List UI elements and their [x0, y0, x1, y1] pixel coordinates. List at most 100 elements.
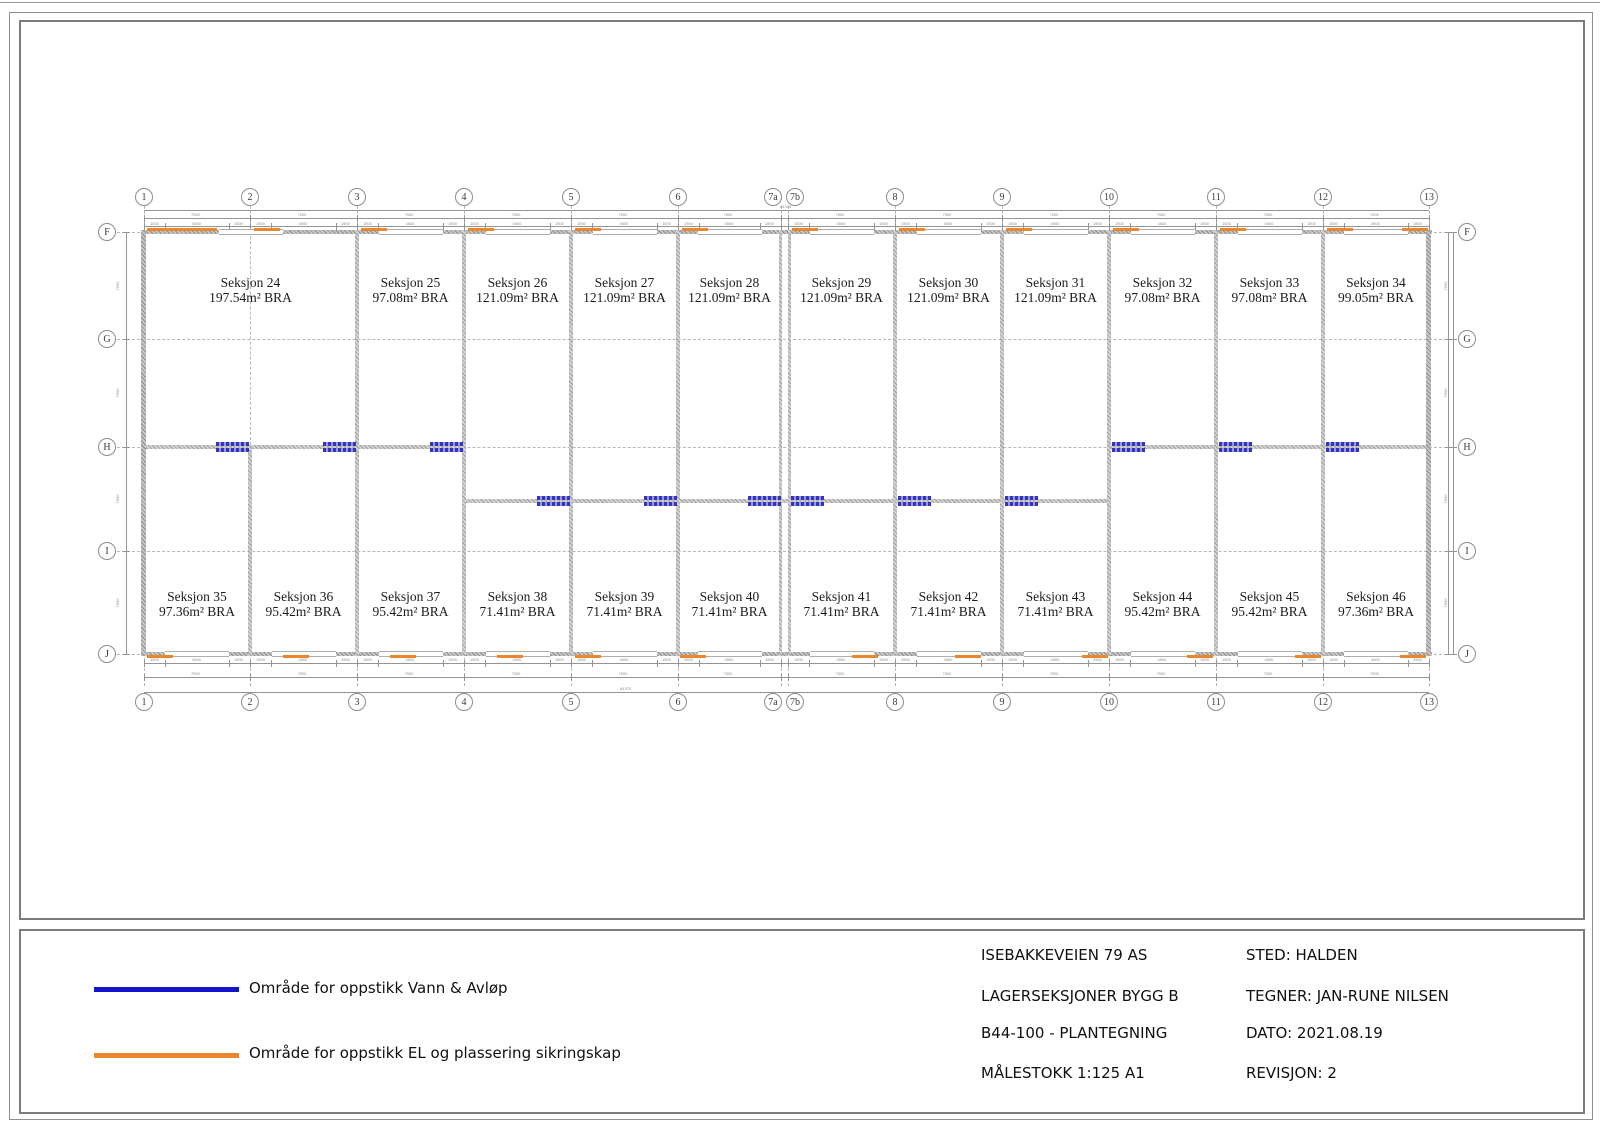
- marker-el: [147, 655, 173, 658]
- section-area: 121.09m² BRA: [688, 289, 771, 305]
- legend-label-vann-avlop: Område for oppstikk Vann & Avløp: [249, 979, 508, 997]
- dim-tick: [571, 223, 572, 230]
- dim-text: 1500: [794, 220, 803, 226]
- dim-tick: [123, 232, 130, 233]
- dim-text: 1500: [1222, 220, 1231, 226]
- dim-text: 1500: [1093, 220, 1102, 226]
- section-label: Seksjon 29 121.09m² BRA: [800, 275, 883, 305]
- dim-tick: [699, 660, 700, 667]
- dim-text: 7500: [511, 212, 521, 217]
- dim-tick: [1408, 660, 1409, 667]
- dim-text: 1500: [1093, 657, 1102, 662]
- grid-bubble-bottom-7a: 7a: [764, 693, 782, 711]
- dim-text: 1500: [901, 220, 910, 226]
- dim-tick: [357, 674, 358, 681]
- dim-text: 1500: [662, 657, 671, 662]
- marker-el: [390, 655, 416, 658]
- dim-tick: [916, 660, 917, 667]
- dim-text: 1500: [448, 657, 457, 662]
- dim-text: 1500: [684, 657, 693, 662]
- dim-text: 1500: [1222, 657, 1231, 662]
- dim-text: 7500: [1443, 388, 1448, 398]
- section-area: 121.09m² BRA: [1014, 289, 1097, 305]
- section-area: 97.08m² BRA: [1231, 289, 1308, 305]
- section-label: Seksjon 31 121.09m² BRA: [1014, 275, 1097, 305]
- dim-tick: [123, 339, 130, 340]
- marker-vann-avlop: [898, 502, 931, 506]
- dim-tick: [271, 223, 272, 230]
- dim-tick: [464, 215, 465, 222]
- dim-tick: [165, 223, 166, 230]
- project-name: LAGERSEKSJONER BYGG B: [981, 987, 1179, 1005]
- dim-text: 7500: [404, 212, 414, 217]
- facade-opening: [697, 229, 762, 235]
- marker-el: [468, 228, 494, 231]
- dim-text: 1500: [234, 657, 243, 662]
- dim-tick: [781, 674, 782, 681]
- wall-facade-north: [141, 230, 1432, 234]
- dim-left: [126, 232, 127, 654]
- grid-bubble-top-8: 8: [886, 188, 904, 206]
- dim-tick: [485, 660, 486, 667]
- dim-text: 7500: [1443, 494, 1448, 504]
- marker-vann-avlop: [1219, 442, 1252, 446]
- legend-line-el-sikringskap: [94, 1053, 239, 1058]
- wall-interior-10: [1107, 230, 1111, 656]
- wall-interior-9: [1000, 230, 1004, 656]
- revision: REVISJON: 2: [1246, 1064, 1337, 1082]
- dim-tick: [788, 223, 789, 230]
- marker-el: [254, 228, 280, 231]
- dim-tick: [781, 660, 782, 667]
- dim-tick: [1429, 674, 1430, 681]
- marker-vann-avlop: [1219, 448, 1252, 452]
- dim-text: 1500: [341, 220, 350, 226]
- section-name: Seksjon 36: [273, 589, 334, 604]
- dim-tick: [464, 223, 465, 230]
- dim-text: 4500: [619, 657, 629, 662]
- wall-interior-6: [676, 230, 680, 656]
- dim-text: 1500: [1200, 220, 1209, 226]
- dim-tick: [1109, 674, 1110, 681]
- facade-opening: [165, 651, 229, 657]
- grid-bubble-bottom-13: 13: [1420, 693, 1438, 711]
- dim-text: 1500: [555, 657, 564, 662]
- dim-tick: [1450, 339, 1457, 340]
- dim-text: 1500: [986, 220, 995, 226]
- marker-vann-avlop: [1112, 442, 1145, 446]
- dim-text: 4500: [512, 657, 522, 662]
- dim-text: 1500: [150, 220, 159, 226]
- dim-tick: [895, 223, 896, 230]
- marker-el: [852, 655, 878, 658]
- dim-tick: [1023, 660, 1024, 667]
- dim-tick: [250, 674, 251, 681]
- marker-el: [361, 228, 387, 231]
- wall-divider-mid: [464, 499, 1109, 503]
- dim-tick: [1002, 223, 1003, 230]
- facade-opening: [378, 229, 443, 235]
- grid-bubble-bottom-6: 6: [669, 693, 687, 711]
- dim-tick: [1429, 223, 1430, 230]
- dim-text: 4500: [1371, 657, 1380, 662]
- dim-text: 4500: [192, 657, 201, 662]
- dim-text: 1500: [577, 657, 586, 662]
- dim-text: 4500: [1050, 220, 1060, 226]
- grid-bubble-bottom-7b: 7b: [786, 693, 804, 711]
- section-area: 95.42m² BRA: [1124, 603, 1201, 619]
- marker-vann-avlop: [537, 502, 570, 506]
- dim-tick: [336, 223, 337, 230]
- dim-text: 1500: [470, 220, 479, 226]
- wall-interior-12: [1321, 230, 1325, 656]
- dim-text: 4500: [943, 657, 953, 662]
- dim-tick: [250, 660, 251, 667]
- dim-tick: [874, 660, 875, 667]
- section-label: Seksjon 24 197.54m² BRA: [209, 275, 292, 305]
- dim-text: 7500: [723, 670, 733, 676]
- dim-subs-bottom: [144, 663, 1429, 664]
- dim-tick: [1109, 215, 1110, 222]
- marker-el: [1295, 655, 1321, 658]
- facade-opening: [809, 651, 874, 657]
- marker-el: [1220, 228, 1246, 231]
- grid-bubble-bottom-11: 11: [1207, 693, 1225, 711]
- project-owner: ISEBAKKEVEIEN 79 AS: [981, 946, 1148, 964]
- grid-bubble-top-9: 9: [993, 188, 1011, 206]
